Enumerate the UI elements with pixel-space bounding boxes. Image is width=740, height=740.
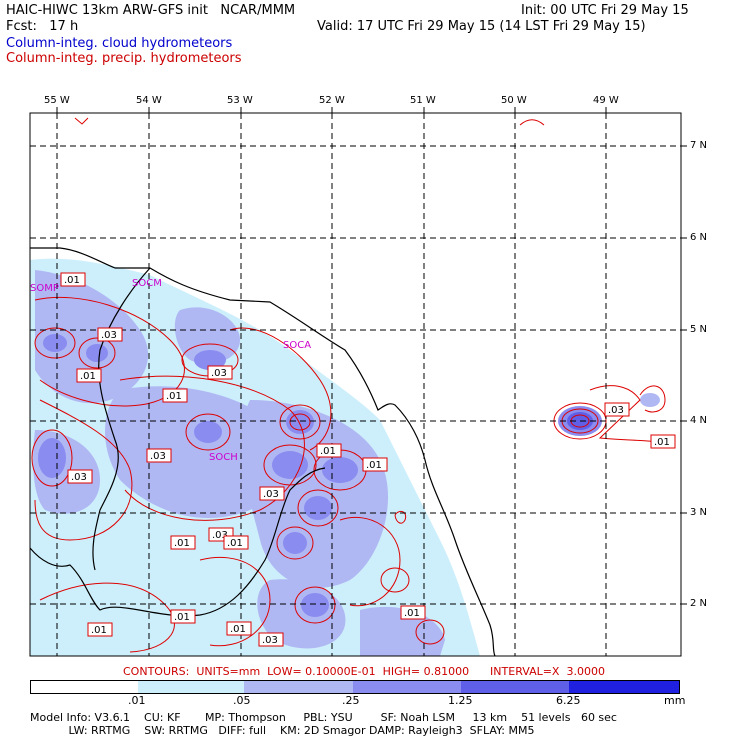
field-label-cloud: Column-integ. cloud hydrometeors xyxy=(6,36,233,51)
svg-text:.03: .03 xyxy=(212,530,228,541)
lat-label: 3 N xyxy=(690,507,708,518)
svg-text:.01: .01 xyxy=(166,391,182,402)
svg-text:.03: .03 xyxy=(211,368,227,379)
colorbar-tick: 1.25 xyxy=(448,694,473,707)
contour-label: .03 xyxy=(146,448,172,463)
contour-label: .01 xyxy=(170,535,196,550)
lon-label: 55 W xyxy=(44,95,70,106)
cloud-core xyxy=(194,350,226,370)
model-title: HAIC-HIWC 13km ARW-GFS init NCAR/MMM xyxy=(6,3,296,18)
model-info-line2: LW: RRTMG SW: RRTMG DIFF: full KM: 2D Sm… xyxy=(30,724,535,737)
contour-label: .03 xyxy=(67,469,93,484)
shaded-field xyxy=(30,117,666,656)
lon-label: 51 W xyxy=(410,95,436,106)
lon-label: 53 W xyxy=(227,95,253,106)
colorbar-tick: .25 xyxy=(342,694,360,707)
svg-text:.01: .01 xyxy=(174,538,190,549)
lon-label: 50 W xyxy=(501,95,527,106)
contour-label: .03 xyxy=(259,486,285,501)
contour-label: .01 xyxy=(362,457,388,472)
contour-label: .01 xyxy=(226,621,252,636)
svg-text:.01: .01 xyxy=(91,625,107,636)
cloud-core xyxy=(38,438,66,478)
contour-label: .01 xyxy=(316,443,342,458)
svg-text:.01: .01 xyxy=(174,612,190,623)
contour-label: .01 xyxy=(170,609,196,624)
svg-text:.03: .03 xyxy=(150,451,166,462)
cloud-core xyxy=(304,496,332,520)
cloud-core xyxy=(43,334,67,352)
contour-label: .03 xyxy=(97,327,123,342)
init-time: Init: 00 UTC Fri 29 May 15 xyxy=(521,3,689,18)
model-info-line1: Model Info: V3.6.1 CU: KF MP: Thompson P… xyxy=(30,711,617,724)
station-label: SOCM xyxy=(132,278,162,289)
contour-label: .01 xyxy=(223,535,249,550)
contour-label: .01 xyxy=(650,434,676,449)
cloud-core xyxy=(322,457,358,483)
lon-label: 52 W xyxy=(319,95,345,106)
contour-labels: .01.03.03.01.03.01.03.01.03.01.01.03.01.… xyxy=(60,272,676,647)
field-label-precip: Column-integ. precip. hydrometeors xyxy=(6,51,242,66)
contour-label: .01 xyxy=(162,388,188,403)
colorbar-segment xyxy=(30,680,139,694)
svg-text:.03: .03 xyxy=(262,635,278,646)
contour-label: .03 xyxy=(258,632,284,647)
colorbar-tick: .05 xyxy=(233,694,251,707)
lon-label: 49 W xyxy=(593,95,619,106)
valid-time: Valid: 17 UTC Fri 29 May 15 (14 LST Fri … xyxy=(317,19,646,34)
forecast-hour: Fcst: 17 h xyxy=(6,19,79,34)
colorbar-segment xyxy=(461,680,569,694)
contour-label: .01 xyxy=(76,368,102,383)
contour-label: .01 xyxy=(400,605,426,620)
svg-text:.01: .01 xyxy=(320,446,336,457)
contour-label: .03 xyxy=(604,402,630,417)
cloud-core xyxy=(301,593,329,617)
colorbar-segment xyxy=(244,680,353,694)
svg-text:.01: .01 xyxy=(366,460,382,471)
cloud-core xyxy=(194,421,222,443)
svg-text:.01: .01 xyxy=(64,275,80,286)
station-label: SOMP xyxy=(30,283,59,294)
lat-label: 7 N xyxy=(690,140,708,151)
colorbar-tick: 6.25 xyxy=(556,694,581,707)
colorbar-units: mm xyxy=(664,694,686,707)
svg-text:.03: .03 xyxy=(608,405,624,416)
cloud-shade-mid xyxy=(174,307,240,364)
cloud-shade-mid xyxy=(35,270,149,404)
coastline xyxy=(30,247,496,656)
cloud-core xyxy=(86,344,108,362)
lat-label: 5 N xyxy=(690,324,708,335)
colorbar-tick: .01 xyxy=(128,694,146,707)
svg-text:.01: .01 xyxy=(654,437,670,448)
contour-label: .01 xyxy=(87,622,113,637)
cloud-shade-mid xyxy=(105,386,288,519)
station-label: SOCA xyxy=(283,340,312,351)
lat-label: 4 N xyxy=(690,415,708,426)
latlon-grid xyxy=(30,113,681,656)
contour-info: CONTOURS: UNITS=mm LOW= 0.10000E-01 HIGH… xyxy=(123,665,605,678)
lon-label: 54 W xyxy=(136,95,162,106)
station-label: SOCH xyxy=(209,452,238,463)
svg-text:.03: .03 xyxy=(101,330,117,341)
colorbar-segment xyxy=(569,680,680,694)
svg-text:.01: .01 xyxy=(80,371,96,382)
svg-text:.03: .03 xyxy=(263,489,279,500)
cloud-shade-mid xyxy=(640,393,660,407)
frame-ticks xyxy=(56,107,687,605)
cloud-core xyxy=(272,451,308,479)
svg-text:.01: .01 xyxy=(404,608,420,619)
cloud-core xyxy=(283,532,307,554)
lat-label: 6 N xyxy=(690,232,708,243)
svg-text:.01: .01 xyxy=(227,538,243,549)
map-frame xyxy=(29,112,682,657)
contour-label: .01 xyxy=(60,272,86,287)
contour-label: .03 xyxy=(207,365,233,380)
colorbar-segment xyxy=(138,680,244,694)
svg-text:.01: .01 xyxy=(230,624,246,635)
colorbar-segment xyxy=(353,680,461,694)
svg-text:.03: .03 xyxy=(71,472,87,483)
lat-label: 2 N xyxy=(690,598,708,609)
